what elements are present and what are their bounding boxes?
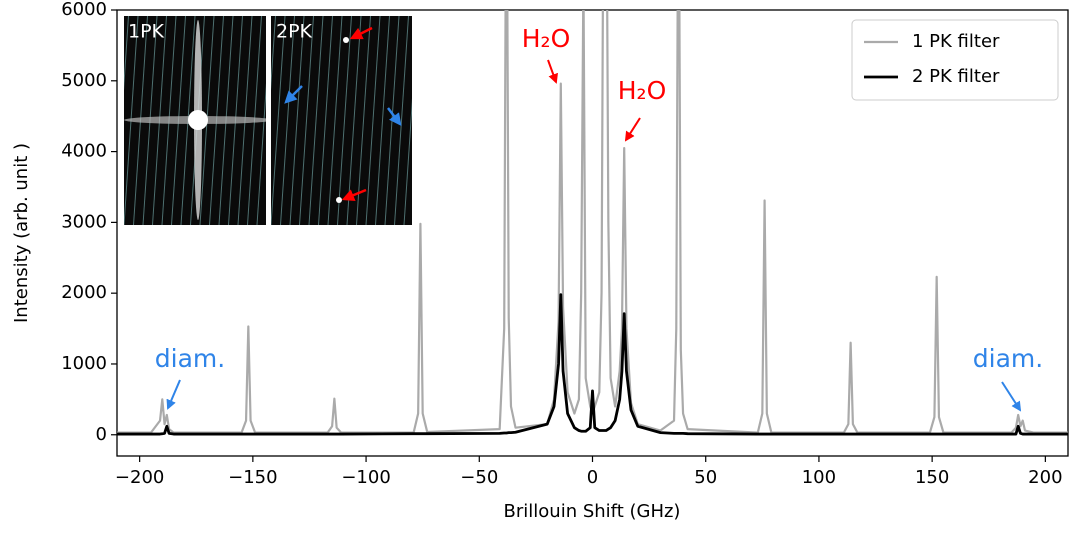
y-tick-label: 6000: [61, 0, 107, 20]
stripe: [327, 16, 343, 225]
data-line: [117, 10, 1068, 434]
plot-area: [117, 10, 1068, 436]
x-tick-label: −200: [115, 467, 164, 488]
stripe: [365, 16, 381, 225]
stripe: [423, 16, 437, 225]
stripe: [124, 16, 129, 91]
x-tick-label: −100: [341, 467, 390, 488]
annotation-arrow: [547, 59, 558, 84]
annotation-arrow: [624, 117, 641, 142]
stripe: [308, 16, 324, 225]
x-axis-label: Brillouin Shift (GHz): [504, 501, 681, 522]
x-tick-label: 150: [915, 467, 949, 488]
y-tick-label: 1000: [61, 353, 107, 374]
annotation: diam.: [973, 344, 1043, 373]
stripe: [337, 16, 352, 225]
y-tick-label: 0: [96, 424, 107, 445]
stripe: [433, 16, 447, 225]
stripe: [280, 16, 295, 225]
data-line: [117, 293, 1068, 436]
x-tick-label: −50: [460, 467, 498, 488]
stripe: [271, 16, 286, 225]
inset-label: 2PK: [276, 21, 313, 43]
annotation-arrow: [1001, 381, 1022, 412]
y-tick-label: 3000: [61, 211, 107, 232]
x-tick-label: 200: [1028, 467, 1062, 488]
y-axis-label: Intensity (arb. unit ): [11, 143, 32, 323]
stripe: [375, 16, 390, 225]
x-tick-label: 50: [694, 467, 717, 488]
stripe: [271, 16, 276, 91]
stripe: [414, 16, 428, 225]
stripe: [318, 16, 333, 225]
legend-box: [851, 19, 1059, 101]
inset-label: 1PK: [128, 21, 165, 43]
stripe: [299, 16, 314, 225]
stripe: [452, 16, 466, 225]
annotation: H₂O: [618, 76, 667, 105]
inset-image: 1PK 2PK: [124, 16, 466, 225]
annotation: H₂O: [522, 24, 571, 53]
stripe: [356, 16, 371, 225]
x-tick-label: 100: [802, 467, 836, 488]
x-tick-label: 0: [587, 467, 598, 488]
stripe: [289, 16, 305, 225]
stripe: [394, 16, 409, 225]
annotation-arrow: [166, 379, 181, 410]
y-tick-label: 5000: [61, 70, 107, 91]
annotation: diam.: [155, 344, 225, 373]
y-tick-label: 2000: [61, 282, 107, 303]
legend-label: 1 PK filter: [912, 31, 1000, 52]
stripe: [403, 98, 412, 225]
stripe: [442, 16, 456, 225]
x-tick-label: −150: [228, 467, 277, 488]
y-tick-label: 4000: [61, 141, 107, 162]
legend-label: 2 PK filter: [912, 66, 1000, 87]
